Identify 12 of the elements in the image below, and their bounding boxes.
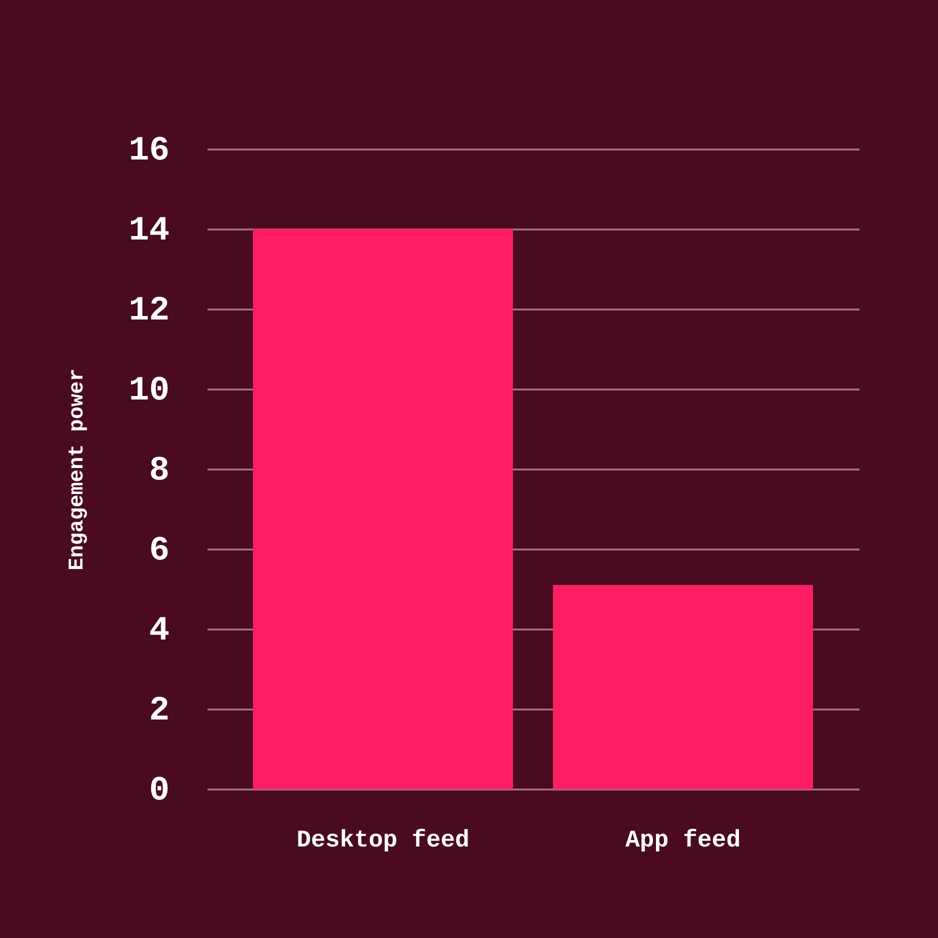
y-tick-label: 10 <box>128 372 170 410</box>
y-tick-label: 12 <box>128 292 170 330</box>
x-tick-label: App feed <box>625 828 741 854</box>
y-tick-label: 8 <box>149 452 170 490</box>
y-axis-title: Engagement power <box>66 368 90 570</box>
y-tick-label: 14 <box>128 212 170 250</box>
y-tick-label: 4 <box>149 612 170 650</box>
y-tick-label: 6 <box>149 532 170 570</box>
x-tick-label: Desktop feed <box>296 828 470 854</box>
y-tick-label: 2 <box>149 692 170 730</box>
y-tick-label: 16 <box>128 132 170 170</box>
y-tick-label: 0 <box>149 772 170 810</box>
